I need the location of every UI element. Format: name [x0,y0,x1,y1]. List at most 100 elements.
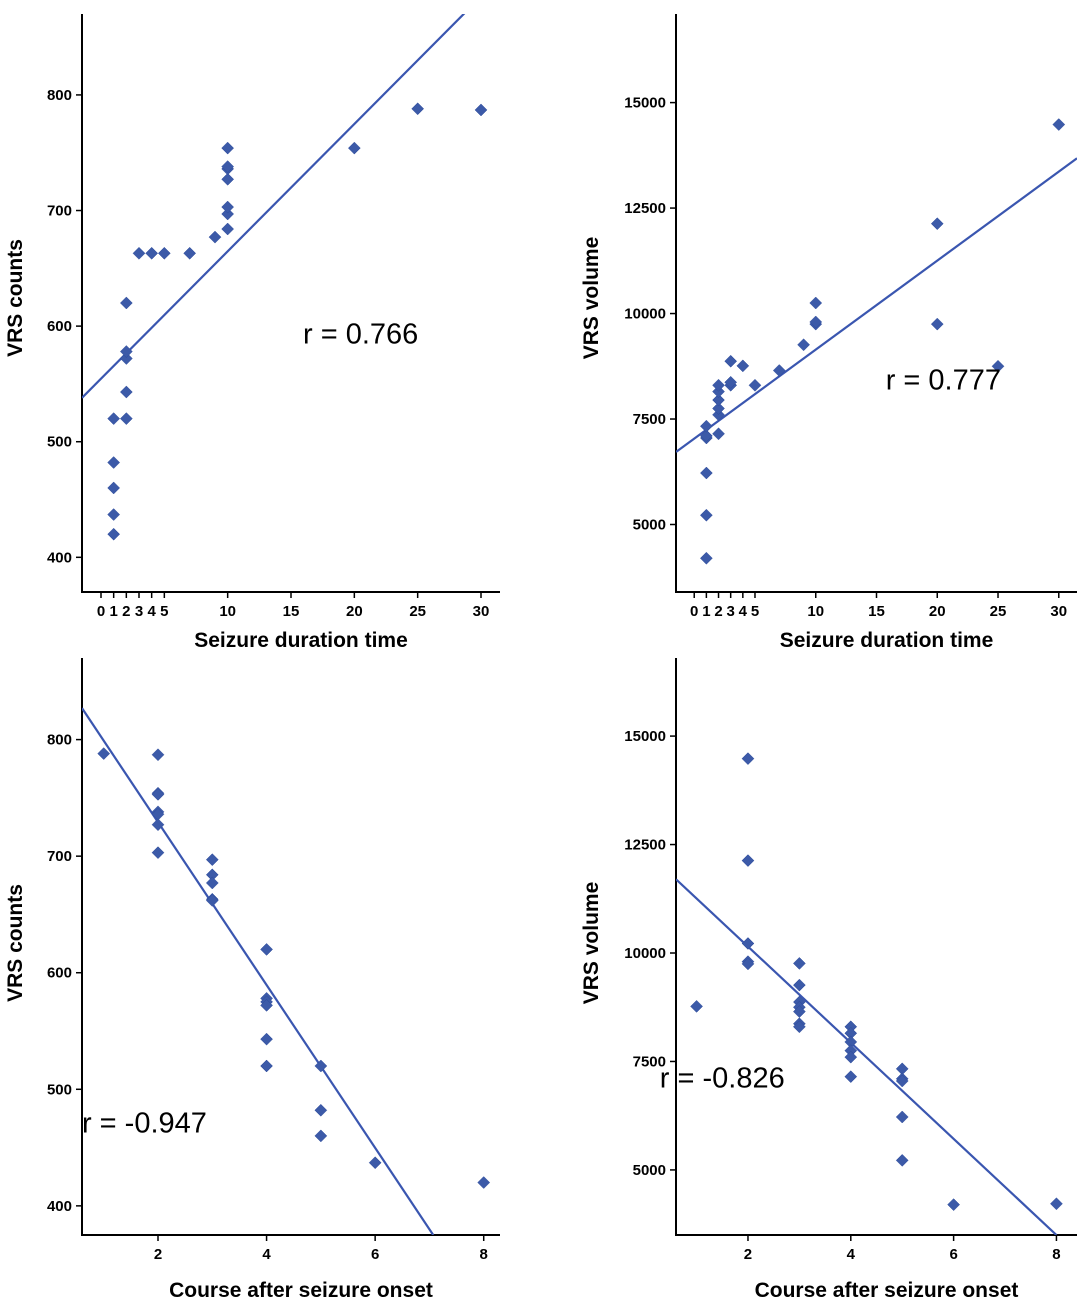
x-tick-label: 3 [135,603,143,620]
x-tick-label: 0 [97,603,105,620]
regression-line [676,878,1058,1235]
x-tick-label: 4 [262,1246,271,1263]
data-point [809,296,823,310]
x-tick-label: 1 [109,603,117,620]
x-tick-label: 2 [744,1246,752,1263]
data-point [797,338,810,352]
y-tick-label: 10000 [624,306,666,323]
data-point [119,352,133,365]
y-tick-label: 600 [47,318,72,335]
data-point [145,246,159,260]
x-tick-label: 25 [990,603,1007,620]
data-point [260,1059,273,1073]
data-point [260,999,273,1012]
data-point [991,359,1005,373]
data-point [119,412,133,425]
regression-line [82,707,435,1235]
correlation-label: r = 0.777 [886,364,1001,396]
data-point [724,354,738,368]
data-point [724,375,738,389]
data-point [314,1129,328,1143]
data-point [741,957,755,971]
x-tick-label: 25 [409,603,426,620]
x-tick-label: 2 [154,1246,162,1263]
data-point [151,846,165,860]
data-point [347,141,361,155]
x-tick-label: 2 [714,603,722,620]
y-tick-label: 800 [47,732,72,749]
data-point [221,172,235,186]
x-tick-label: 1 [702,603,710,620]
data-point [474,103,488,117]
y-tick-label: 15000 [624,728,666,745]
panel-top-right: 0 1 2 3 4 5 10 15 20 25 30 5000 7500 10000 12500 15000 S… [580,14,1077,652]
data-point [107,456,121,469]
y-tick-label: 400 [47,549,72,566]
x-tick-label: 30 [473,603,490,620]
data-point [151,818,165,832]
data-point [895,1110,909,1124]
data-point [221,207,235,221]
y-tick-label: 10000 [624,945,666,962]
data-point [793,1020,806,1034]
data-point [477,1176,491,1189]
y-tick-label: 5000 [633,1162,666,1179]
data-point [712,393,725,407]
axes [675,14,1077,593]
x-axis-title: Seizure duration time [194,629,408,652]
data-point [1052,118,1066,131]
data-point [208,230,222,244]
data-point [260,1032,273,1046]
x-tick-label: 15 [868,603,885,620]
data-point [895,1154,909,1167]
data-point [844,1070,858,1084]
x-tick-label: 10 [219,603,236,620]
data-point [947,1198,960,1211]
data-point [119,385,133,399]
data-point [151,748,165,762]
data-point [107,412,121,425]
y-tick-label: 12500 [624,837,666,854]
data-point [741,752,755,766]
y-tick-label: 500 [47,434,72,451]
data-point [107,481,121,495]
x-tick-label: 20 [929,603,946,620]
data-point [741,937,755,950]
data-point [314,1059,328,1073]
x-tick-label: 8 [1052,1246,1060,1263]
data-point [1050,1197,1063,1211]
y-axis-title: VRS volume [580,882,603,1005]
data-point [690,1000,703,1013]
x-tick-label: 5 [160,603,168,620]
axes [81,14,500,593]
data-point [183,246,197,260]
data-point [712,402,725,415]
data-point [151,788,165,801]
panel-bottom-right: 2 4 6 8 5000 7500 10000 12500 15000 Course after … [580,658,1077,1302]
y-axis-title: VRS volume [580,237,603,360]
y-tick-label: 700 [47,203,72,220]
x-tick-label: 15 [283,603,300,620]
data-point [700,419,713,433]
correlation-label: r = -0.826 [660,1062,785,1094]
data-point [793,957,806,970]
x-tick-label: 5 [751,603,759,620]
data-point [97,747,111,760]
y-tick-label: 7500 [633,1053,666,1070]
x-tick-label: 6 [949,1246,957,1263]
data-point [700,429,713,443]
x-tick-label: 6 [371,1246,379,1263]
y-tick-label: 15000 [624,95,666,112]
data-point [221,160,235,173]
data-point [157,246,171,260]
y-tick-label: 700 [47,848,72,865]
data-point [700,466,713,480]
x-tick-label: 0 [690,603,698,620]
data-point [119,345,133,358]
y-axis-title: VRS counts [4,239,27,357]
data-point [809,315,823,329]
y-tick-label: 12500 [624,200,666,217]
regression-line [676,157,1077,453]
correlation-label: r = 0.766 [303,318,418,350]
x-tick-label: 10 [807,603,824,620]
